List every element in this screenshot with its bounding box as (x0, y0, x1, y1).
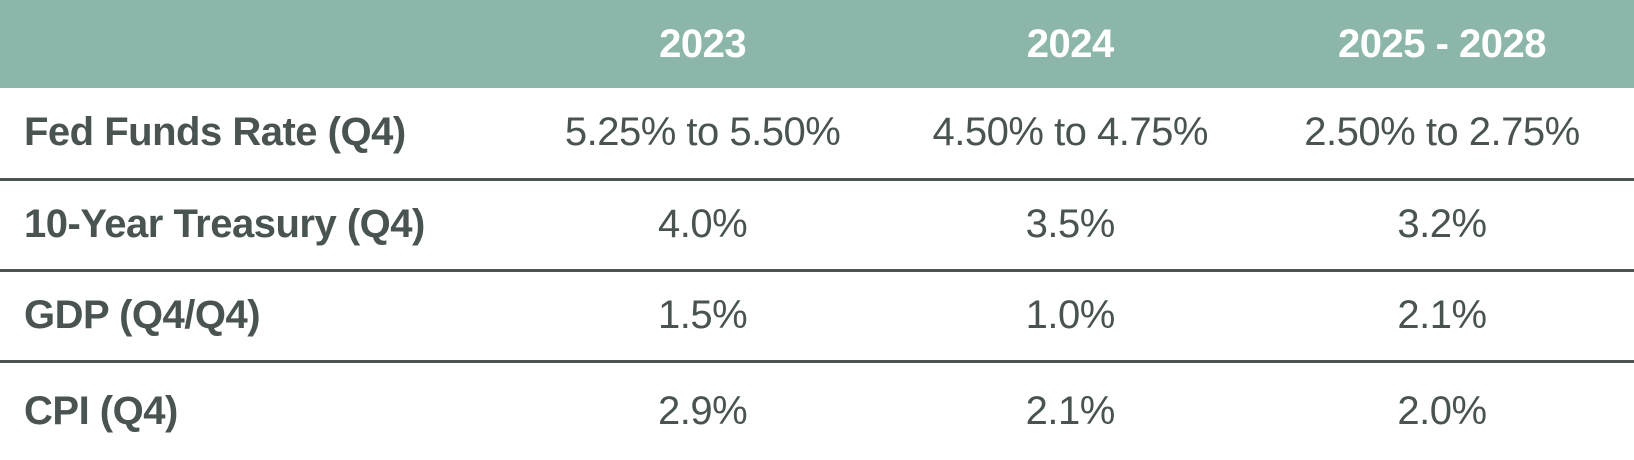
cell-cpi-2025-2028: 2.0% (1397, 388, 1487, 433)
cell-fed-funds-2025-2028: 2.50% to 2.75% (1249, 88, 1634, 181)
table-row-cpi: CPI (Q4) 2.9% 2.1% 2.0% (0, 361, 1634, 460)
table-row-fed-funds-rate: Fed Funds Rate (Q4) 5.25% to 5.50% 4.50%… (0, 88, 1634, 181)
header-cell-2024: 2024 (890, 0, 1250, 88)
cell-gdp-2025-2028: 2.1% (1249, 270, 1634, 363)
row-label-cpi: CPI (Q4) (24, 388, 178, 433)
row-label-gdp: GDP (Q4/Q4) (0, 270, 515, 363)
cell-cpi-2023: 2.9% (658, 388, 748, 433)
table-header-row: 2023 2024 2025 - 2028 (0, 0, 1634, 88)
table-row-gdp: GDP (Q4/Q4) 1.5% 1.0% 2.1% (0, 270, 1634, 363)
cell-treasury-2023: 4.0% (514, 179, 891, 272)
header-cell-2023: 2023 (514, 0, 891, 88)
cell-fed-funds-2024: 4.50% to 4.75% (890, 88, 1250, 181)
table-row-10-year-treasury: 10-Year Treasury (Q4) 4.0% 3.5% 3.2% (0, 179, 1634, 272)
header-cell-blank (0, 0, 515, 88)
cell-treasury-2025-2028: 3.2% (1249, 179, 1634, 272)
row-label-10-year-treasury: 10-Year Treasury (Q4) (0, 179, 515, 272)
cell-gdp-2023: 1.5% (514, 270, 891, 363)
cell-treasury-2024: 3.5% (890, 179, 1250, 272)
cell-gdp-2024: 1.0% (890, 270, 1250, 363)
cell-cpi-2024: 2.1% (1025, 388, 1116, 433)
header-cell-2025-2028: 2025 - 2028 (1249, 0, 1634, 88)
cell-fed-funds-2023: 5.25% to 5.50% (514, 88, 891, 181)
row-label-fed-funds-rate: Fed Funds Rate (Q4) (0, 88, 515, 181)
